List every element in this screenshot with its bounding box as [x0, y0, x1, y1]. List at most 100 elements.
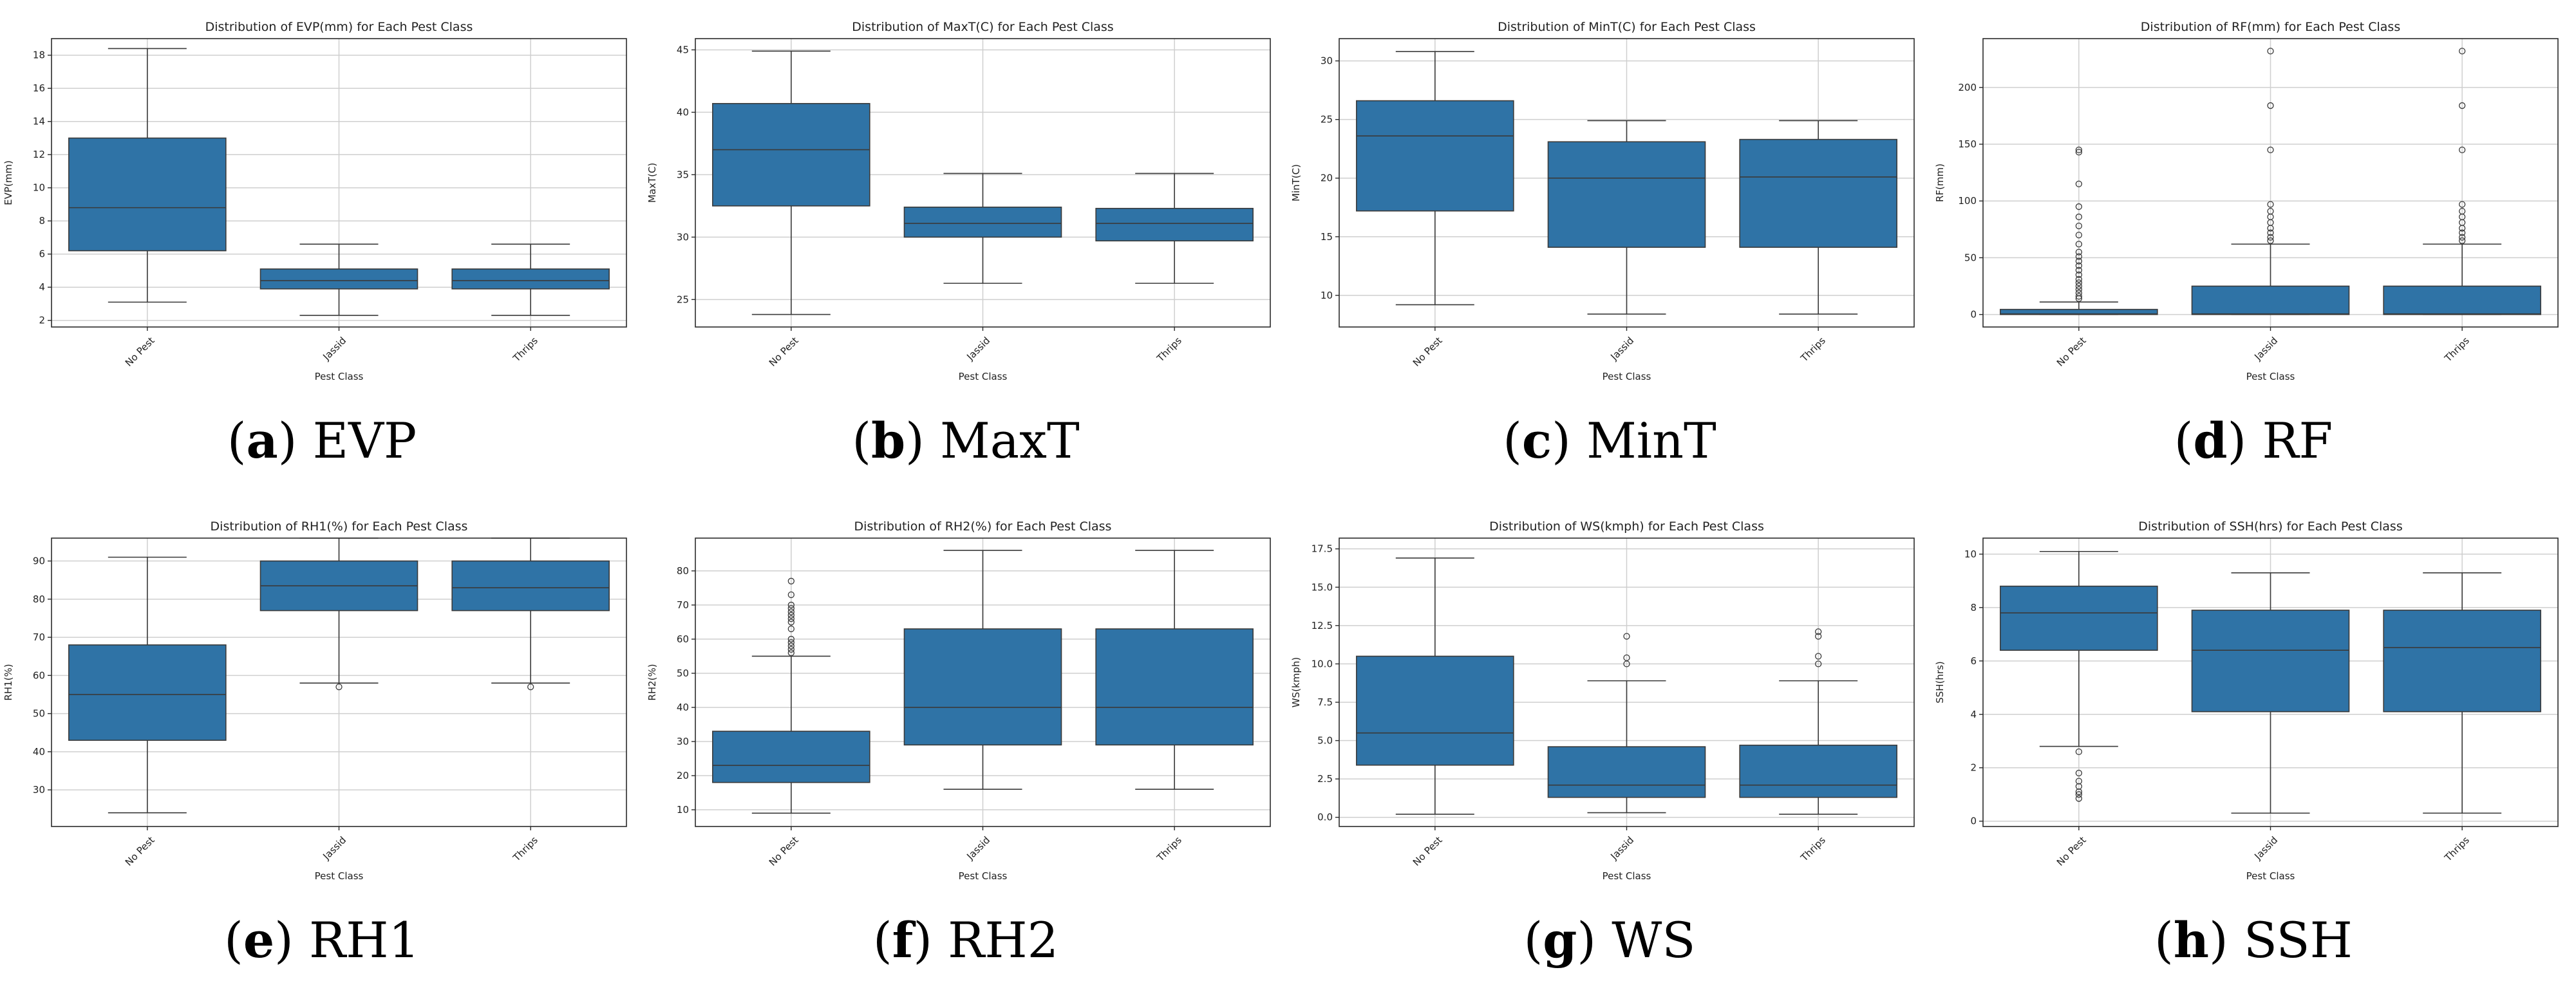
y-tick-label: 40	[33, 746, 45, 758]
outlier-point	[787, 615, 794, 622]
x-tick-label: No Pest	[123, 335, 157, 369]
outlier-point	[2075, 283, 2082, 290]
y-tick-label: 60	[677, 633, 689, 645]
outlier-point	[2267, 237, 2274, 245]
box-iqr	[712, 731, 870, 783]
y-tick-label: 10.0	[1312, 658, 1333, 669]
y-tick-label: 17.5	[1312, 543, 1333, 555]
box-iqr	[1739, 138, 1897, 248]
y-tick-label: 0	[1970, 309, 1977, 321]
x-tick-label: Thrips	[1798, 834, 1828, 864]
x-axis: No Pest Jassid Thrips	[767, 826, 1184, 868]
caption-letter: h	[2173, 911, 2210, 969]
outlier-point	[2075, 180, 2082, 187]
y-axis-label: RF(mm)	[1934, 163, 1946, 202]
y-tick-label: 40	[677, 702, 689, 713]
caption-text: MinT	[1586, 412, 1716, 469]
y-tick-label: 2	[1970, 762, 1977, 774]
panel-rf: 0 50 100 150 200 No Pest Jassid Thrips Distribut…	[1932, 0, 2575, 500]
y-tick-label: 30	[677, 736, 689, 747]
caption-text: EVP	[312, 412, 417, 469]
y-tick-label: 45	[677, 44, 689, 55]
x-tick-label: No Pest	[767, 335, 801, 369]
x-axis: No Pest Jassid Thrips	[1411, 826, 1828, 868]
outlier-point	[2075, 791, 2082, 798]
box-jassid	[903, 173, 1062, 284]
caption-open-paren: (	[2174, 412, 2194, 469]
box-no-pest	[1356, 51, 1514, 306]
x-tick-label: No Pest	[123, 834, 157, 868]
x-axis-label: Pest Class	[2246, 870, 2295, 882]
x-tick-label: Jassid	[1608, 834, 1636, 863]
box-iqr	[1095, 207, 1254, 241]
x-tick-label: Jassid	[2252, 335, 2280, 363]
outlier-point	[2459, 207, 2466, 215]
y-axis: 10 15 20 25 30	[1321, 55, 1339, 301]
chart-title: Distribution of SSH(hrs) for Each Pest C…	[2138, 519, 2402, 534]
y-tick-label: 14	[33, 116, 45, 127]
y-tick-label: 40	[677, 106, 689, 118]
outlier-point	[2075, 241, 2082, 248]
outlier-point	[2459, 234, 2466, 241]
caption-letter: d	[2193, 412, 2228, 469]
box-iqr	[2383, 610, 2541, 713]
box-thrips	[451, 243, 610, 316]
box-iqr	[2000, 308, 2158, 315]
y-tick-label: 10	[1321, 290, 1333, 301]
caption-open-paren: (	[2154, 911, 2174, 969]
y-tick-label: 200	[1958, 82, 1977, 93]
y-tick-label: 20	[677, 770, 689, 781]
y-tick-label: 2.5	[1317, 773, 1333, 785]
outlier-point	[2075, 748, 2082, 756]
panel-ssh: 0 2 4 6 8 10 No Pest Jassid Thrips Distribution o…	[1932, 500, 2575, 999]
outlier-point	[2075, 778, 2082, 785]
box-iqr	[2191, 610, 2350, 713]
box-no-pest	[2000, 550, 2158, 802]
outlier-point	[2267, 102, 2274, 109]
box-iqr	[68, 137, 227, 252]
y-tick-label: 15.0	[1312, 581, 1333, 593]
subfigure-caption: (g) WS	[1288, 911, 1932, 969]
x-tick-label: No Pest	[2054, 834, 2089, 868]
x-tick-label: Thrips	[1154, 335, 1184, 364]
boxplot-chart: 30 40 50 60 70 80 90 No Pest Jassid Thrips Distrib…	[3, 519, 627, 882]
box-no-pest	[712, 577, 870, 814]
outlier-point	[2075, 788, 2082, 796]
y-axis: 30 40 50 60 70 80 90	[33, 556, 52, 796]
box-iqr	[712, 103, 870, 207]
panel-mint: 10 15 20 25 30 No Pest Jassid Thrips Distributio…	[1288, 0, 1932, 500]
box-jassid	[903, 550, 1062, 790]
y-tick-label: 12.5	[1312, 620, 1333, 631]
boxplot-chart: 0 2 4 6 8 10 No Pest Jassid Thrips Distribution o…	[1934, 519, 2559, 882]
box-thrips	[1095, 173, 1254, 284]
subfigure-caption: (a) EVP	[0, 412, 644, 469]
chart-title: Distribution of RH2(%) for Each Pest Cla…	[854, 519, 1112, 534]
box-iqr	[1547, 746, 1706, 798]
x-axis: No Pest Jassid Thrips	[767, 327, 1184, 369]
y-tick-label: 0	[1970, 816, 1977, 827]
y-tick-label: 4	[1970, 709, 1977, 720]
outlier-point	[2267, 207, 2274, 215]
x-axis-label: Pest Class	[959, 870, 1008, 882]
boxplot-chart: 25 30 35 40 45 No Pest Jassid Thrips Distributio…	[646, 20, 1271, 382]
y-tick-label: 80	[677, 565, 689, 577]
caption-open-paren: (	[872, 911, 892, 969]
chart-title: Distribution of EVP(mm) for Each Pest Cl…	[205, 20, 473, 34]
y-tick-label: 12	[33, 149, 45, 160]
box-iqr	[68, 644, 227, 741]
box-jassid	[2191, 48, 2350, 315]
y-tick-label: 70	[677, 599, 689, 611]
y-axis: 0 2 4 6 8 10	[1964, 548, 1983, 827]
box-thrips	[2383, 572, 2541, 814]
outlier-point	[787, 608, 794, 615]
x-tick-label: No Pest	[2054, 335, 2089, 369]
outlier-point	[2075, 262, 2082, 269]
y-tick-label: 15	[1321, 231, 1333, 243]
outlier-point	[2459, 201, 2466, 208]
x-tick-label: Jassid	[320, 335, 348, 363]
subfigure-caption: (c) MinT	[1288, 412, 1932, 469]
box-no-pest	[712, 50, 870, 315]
outlier-point	[787, 646, 794, 653]
x-axis-label: Pest Class	[315, 371, 364, 382]
outlier-point	[2075, 271, 2082, 279]
